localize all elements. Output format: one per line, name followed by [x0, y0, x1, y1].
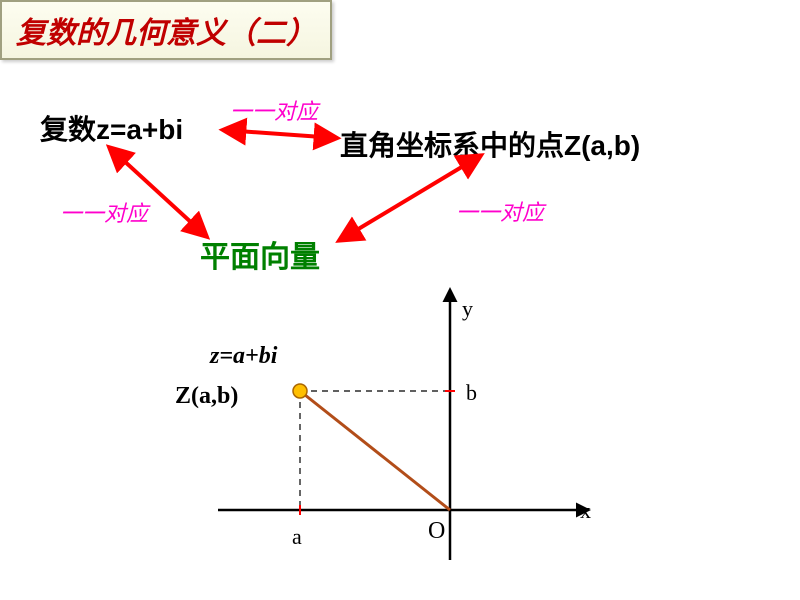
label-y-axis: y	[462, 296, 473, 322]
arrow-top	[224, 130, 336, 138]
vector-oz	[300, 391, 450, 510]
label-a: a	[292, 524, 302, 550]
arrow-left	[110, 148, 206, 236]
arrow-right	[340, 156, 480, 240]
point-z	[293, 384, 307, 398]
label-z-equation: z=a+bi	[210, 343, 277, 370]
label-origin: O	[428, 518, 445, 545]
label-b: b	[466, 380, 477, 406]
arrows-svg	[0, 0, 800, 600]
label-x-axis: x	[580, 498, 591, 524]
label-z-point: Z(a,b)	[175, 383, 238, 410]
